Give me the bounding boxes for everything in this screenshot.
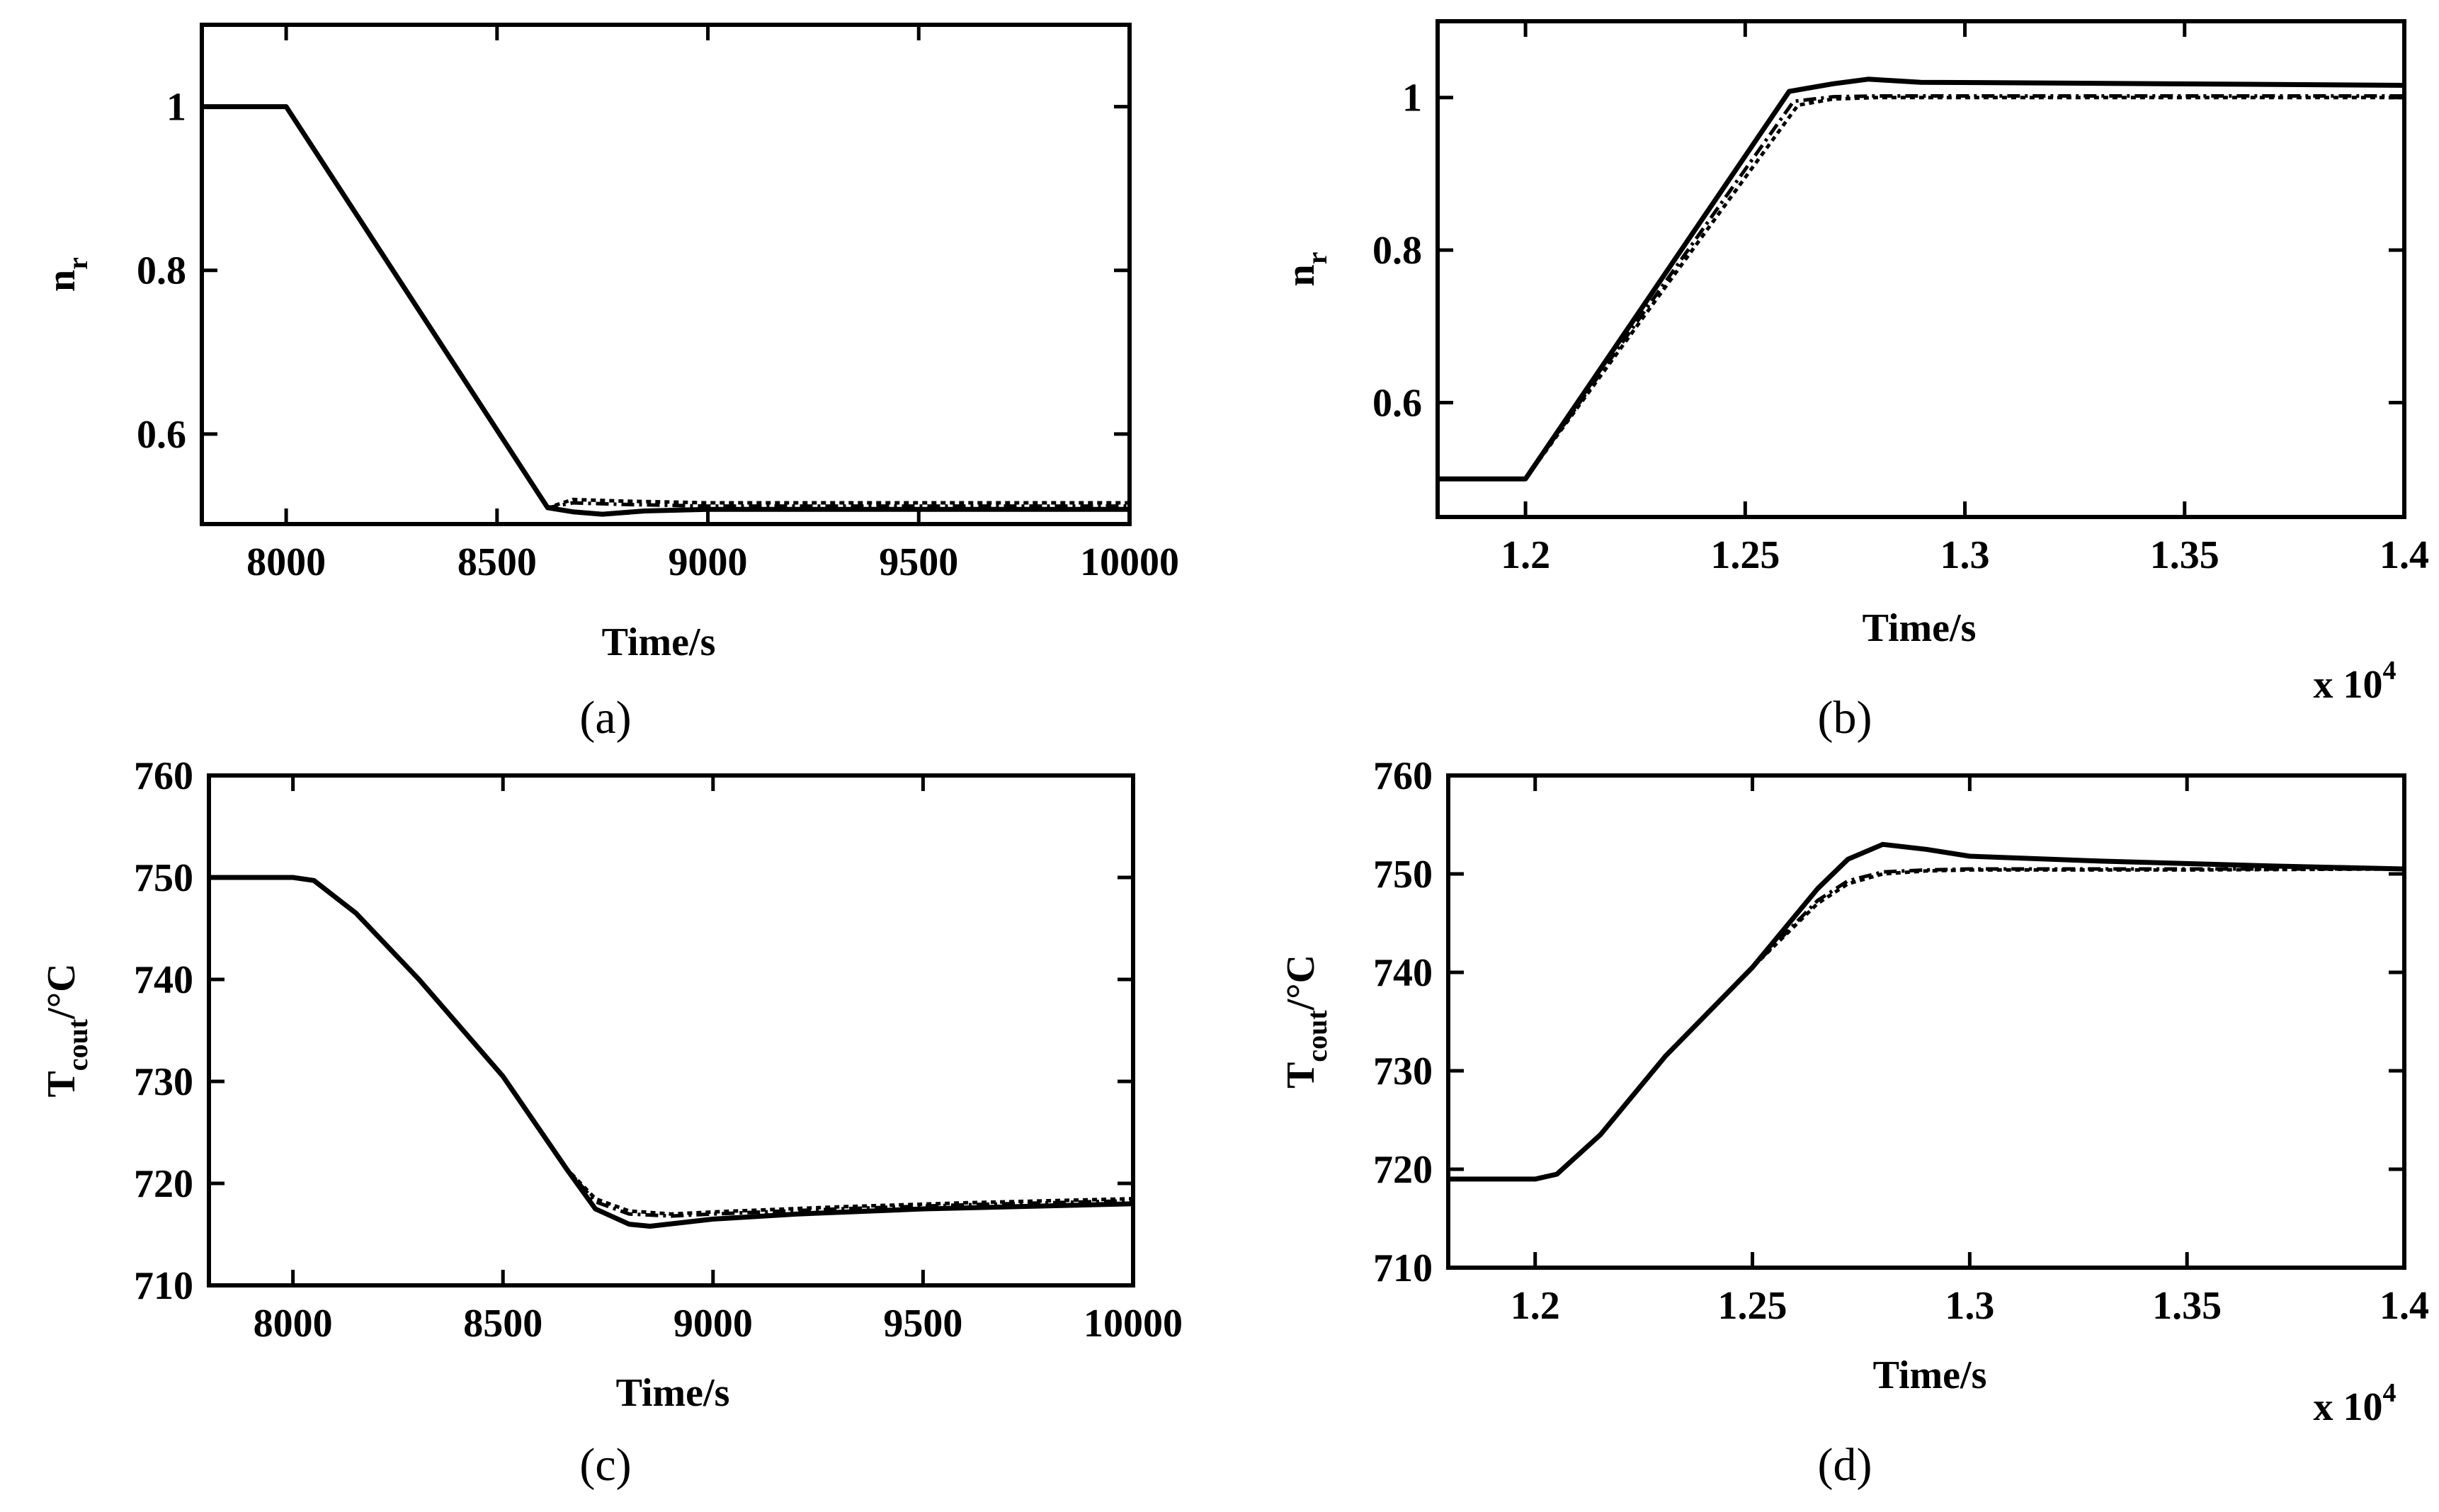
y-tick-label: 710: [134, 1264, 193, 1308]
x-tick-label: 1.25: [1710, 533, 1780, 577]
series-dash-dot-line: [1438, 94, 2404, 481]
y-tick-label: 1: [1402, 76, 1422, 120]
series-dash-dot-line: [202, 105, 1130, 510]
plot-frame: [200, 23, 1132, 526]
y-axis-label-suffix: /°C: [1279, 955, 1323, 1011]
panel-c: 8000 8500 9000 9500 10000 710 720 730 740 750 760 T…: [40, 754, 1183, 1491]
series-group: [1438, 76, 2404, 482]
series-group: [1448, 841, 2404, 1182]
y-tick-label: 1: [166, 86, 186, 130]
x-tick-label: 8000: [246, 540, 326, 584]
panel-caption: (b): [1818, 692, 1872, 744]
x-exponent-power: 4: [2383, 1378, 2397, 1408]
x-tick-label: 1.4: [2380, 1284, 2429, 1328]
y-axis-label-sub: r: [62, 257, 93, 270]
y-tick-label: 740: [1373, 951, 1433, 995]
series-dotted-line: [202, 105, 1130, 510]
y-axis-label-suffix: /°C: [40, 963, 84, 1019]
y-tick-label: 720: [1373, 1148, 1433, 1192]
series-solid-line: [1448, 841, 2404, 1182]
y-axis-label-main: n: [1279, 264, 1323, 286]
y-tick-label: 750: [1373, 853, 1433, 897]
x-tick-label: 8500: [463, 1302, 542, 1346]
y-axis-label-sub: cout: [62, 1018, 93, 1071]
series-dotted-line: [1438, 96, 2404, 481]
panel-caption: (d): [1818, 1439, 1872, 1491]
series-dotted-line: [1448, 867, 2404, 1181]
y-tick-label: 740: [134, 958, 193, 1002]
plot-frame: [1446, 773, 2406, 1270]
plot-frame: [207, 773, 1135, 1288]
y-tick-label: 730: [1373, 1050, 1433, 1093]
y-tick-label: 710: [1373, 1246, 1433, 1290]
y-axis-label-sub: r: [1301, 252, 1333, 265]
y-tick-label: 0.8: [137, 249, 186, 293]
panel-d: 1.2 1.25 1.3 1.35 1.4 710 720 730 740 750 760 Time/…: [1279, 754, 2429, 1491]
x-tick-label: 9000: [669, 540, 748, 584]
y-axis-label-main: T: [1279, 1062, 1323, 1088]
series-solid-line: [1438, 76, 2404, 482]
x-tick-label: 1.3: [1940, 533, 1990, 577]
x-tick-label: 8500: [457, 540, 537, 584]
y-tick-label: 730: [134, 1060, 193, 1104]
panel-caption: (a): [579, 692, 631, 744]
y-tick-label: 760: [134, 754, 193, 798]
x-exponent-label: x 104: [2314, 656, 2397, 707]
x-tick-label: 1.25: [1718, 1284, 1787, 1328]
y-tick-label: 0.8: [1372, 229, 1422, 273]
series-group: [202, 104, 1130, 517]
x-axis-label: Time/s: [1873, 1353, 1987, 1397]
y-axis-label: Tcout/°C: [40, 963, 93, 1097]
x-tick-label: 1.4: [2380, 533, 2429, 577]
y-axis-label: nr: [1279, 252, 1333, 287]
x-tick-label: 10000: [1084, 1302, 1183, 1346]
y-tick-label: 750: [134, 856, 193, 900]
y-axis-label-sub: cout: [1301, 1010, 1333, 1062]
series-dotted-line: [209, 875, 1133, 1216]
x-tick-label: 10000: [1080, 540, 1179, 584]
panel-caption: (c): [579, 1439, 631, 1491]
x-tick-label: 9000: [673, 1302, 753, 1346]
series-group: [209, 875, 1133, 1229]
panel-b: 1.2 1.25 1.3 1.35 1.4 0.6 0.8 1 Time/s x 104 nr (b): [1279, 19, 2429, 744]
y-axis-label-main: n: [40, 270, 84, 292]
y-tick-label: 0.6: [137, 413, 186, 457]
y-axis-label: nr: [40, 257, 93, 292]
x-tick-label: 1.3: [1945, 1284, 1994, 1328]
x-tick-label: 1.35: [2152, 1284, 2222, 1328]
y-axis-label: Tcout/°C: [1279, 955, 1333, 1088]
x-axis-label: Time/s: [616, 1371, 730, 1415]
x-tick-label: 1.2: [1501, 533, 1550, 577]
x-tick-label: 8000: [254, 1302, 333, 1346]
series-dash-dot-line: [1448, 867, 2404, 1181]
y-tick-label: 760: [1373, 754, 1433, 798]
x-exponent-power: 4: [2383, 656, 2397, 686]
x-tick-label: 1.35: [2150, 533, 2219, 577]
plot-frame: [1435, 19, 2406, 519]
series-solid-line: [209, 875, 1133, 1229]
panel-a: 8000 8500 9000 9500 10000 0.6 0.8 1 Time/s nr (a): [40, 23, 1179, 744]
x-tick-label: 9500: [883, 1302, 962, 1346]
series-dash-dot-line: [209, 875, 1133, 1218]
x-tick-label: 1.2: [1511, 1284, 1560, 1328]
x-axis-label: Time/s: [602, 620, 716, 664]
y-tick-label: 720: [134, 1162, 193, 1206]
x-exponent-label: x 104: [2314, 1378, 2397, 1429]
y-tick-label: 0.6: [1372, 381, 1422, 425]
series-solid-line: [202, 104, 1130, 517]
y-axis-label-main: T: [40, 1071, 84, 1097]
x-axis-label: Time/s: [1863, 606, 1977, 650]
x-tick-label: 9500: [879, 540, 958, 584]
